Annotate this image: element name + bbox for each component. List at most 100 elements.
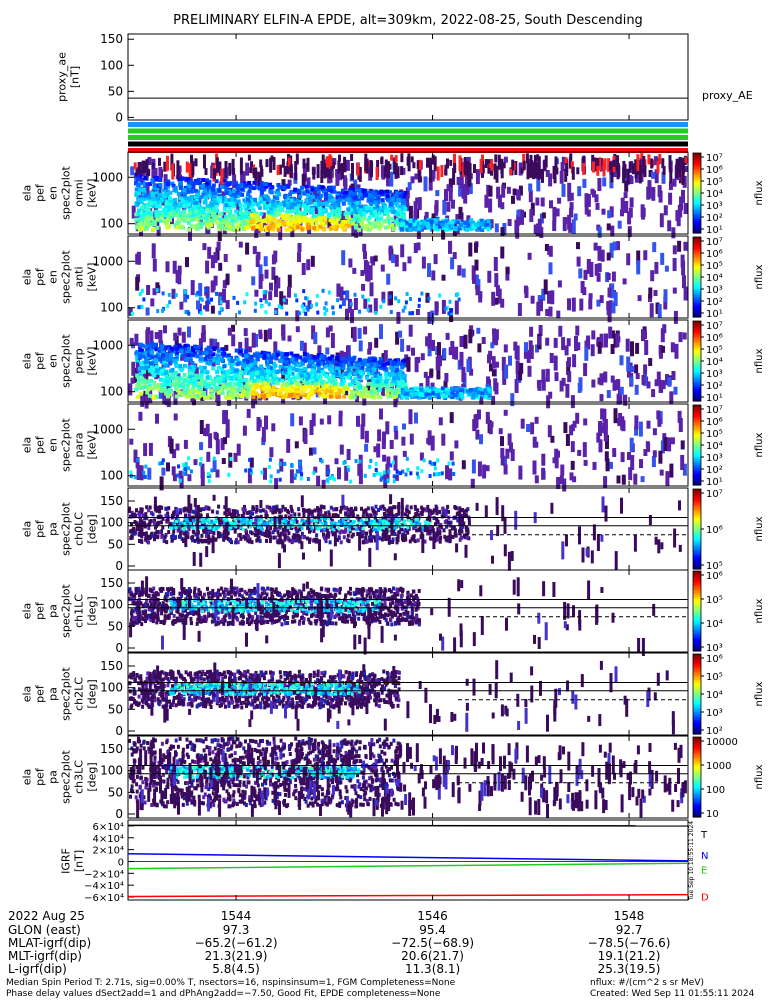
igrf-panel: 6×10⁴4×10⁴2×10⁴0−2×10⁴−4×10⁴−6×10⁴TNEDIG… bbox=[60, 820, 710, 904]
flag-bar-2 bbox=[128, 135, 688, 140]
proxy-ae-ylabel: proxy_ae[nT] bbox=[56, 52, 82, 102]
ylabel-line: pa bbox=[47, 604, 60, 618]
colorbar-label: nflux bbox=[754, 432, 765, 457]
energy-spectrogram-0-pixels bbox=[130, 153, 688, 241]
colorbar-tick-label: 10⁶ bbox=[706, 525, 723, 536]
pitch-tick-label: 100 bbox=[100, 681, 123, 695]
plot-title: PRELIMINARY ELFIN-A EPDE, alt=309km, 202… bbox=[173, 13, 643, 28]
igrf-line-E bbox=[128, 863, 688, 868]
igrf-tick-label: −6×10⁴ bbox=[84, 893, 124, 904]
time-tick-label: 1544 bbox=[221, 909, 252, 923]
igrf-tick-label: 6×10⁴ bbox=[93, 822, 124, 833]
colorbar-tick-label: 10⁷ bbox=[706, 405, 723, 416]
colorbar-tick-label: 10² bbox=[706, 381, 723, 392]
colorbar-tick-label: 10⁶ bbox=[706, 417, 723, 428]
pitch-tick-label: 50 bbox=[108, 537, 123, 551]
colorbar-label: nflux bbox=[754, 598, 765, 623]
colorbars: 10⁷10⁶10⁵10⁴10³10²10¹nflux10⁷10⁶10⁵10⁴10… bbox=[693, 153, 765, 820]
ylabel-line: omni bbox=[73, 179, 86, 206]
footer-nflux-units: nflux: #/(cm^2 s sr MeV) bbox=[590, 978, 704, 988]
colorbar-tick-label: 10⁶ bbox=[706, 165, 723, 176]
pitch-panel-ylabel-0: elapefpaspec2plotch0LC[deg] bbox=[21, 502, 99, 556]
pitch-panel-ylabel-2-text: elapefpaspec2plotch2LC[deg] bbox=[21, 667, 99, 721]
ylabel-line: ela bbox=[21, 437, 34, 454]
pitch-spectrogram-3-pixels bbox=[128, 737, 688, 819]
pitch-tick-label: 0 bbox=[115, 641, 123, 655]
pitch-panel-ylabel-1: elapefpaspec2plotch1LC[deg] bbox=[21, 584, 99, 638]
ylabel-line: pef bbox=[34, 435, 47, 454]
ylabel-line: ch3LC bbox=[73, 760, 86, 794]
ylabel-line: ela bbox=[21, 353, 34, 370]
ylabel-line: en bbox=[47, 186, 60, 200]
colorbar-tick-label: 10⁷ bbox=[706, 489, 723, 500]
colorbar-tick-label: 10000 bbox=[706, 737, 738, 748]
pitch-panel-ylabel-0-text: elapefpaspec2plotch0LC[deg] bbox=[21, 502, 99, 556]
ylabel-line: [deg] bbox=[86, 679, 99, 708]
colorbar-tick-label: 10¹ bbox=[706, 309, 723, 320]
ylabel-line: [keV] bbox=[86, 179, 99, 208]
orbit-row-label: GLON (east) bbox=[8, 923, 81, 937]
orbit-row-label: MLAT-igrf(dip) bbox=[8, 936, 91, 950]
energy-tick-label: 100 bbox=[100, 301, 123, 315]
flag-bars bbox=[128, 122, 688, 153]
date-label: 2022 Aug 25 bbox=[8, 909, 85, 923]
colorbar-tick-label: 10¹ bbox=[706, 393, 723, 404]
ylabel-line: [keV] bbox=[86, 263, 99, 292]
ylabel-line: spec2plot bbox=[60, 250, 73, 304]
orbit-row-value: −65.2(−61.2) bbox=[195, 936, 278, 950]
colorbar-tick-label: 10¹ bbox=[706, 225, 723, 236]
igrf-tick-label: 4×10⁴ bbox=[93, 834, 124, 845]
pitch-tick-label: 150 bbox=[100, 659, 123, 673]
ylabel-line: anti bbox=[73, 266, 86, 287]
igrf-ylabel: IGRF[nT] bbox=[60, 848, 86, 874]
proxy-tick-label: 0 bbox=[115, 110, 123, 124]
ylabel-line: spec2plot bbox=[60, 667, 73, 721]
pitch-tick-label: 100 bbox=[100, 598, 123, 612]
pitch-tick-label: 150 bbox=[100, 494, 123, 508]
energy-panel-ylabel-0: elapefenspec2plotomni[keV] bbox=[21, 166, 99, 220]
colorbar-tick-label: 10⁷ bbox=[706, 321, 723, 332]
igrf-letter-E: E bbox=[701, 865, 707, 876]
ylabel-line: spec2plot bbox=[60, 334, 73, 388]
orbit-row-label: L-igrf(dip) bbox=[8, 962, 67, 976]
colorbar-tick-label: 10⁶ bbox=[706, 249, 723, 260]
colorbar-tick-label: 10³ bbox=[706, 708, 723, 719]
colorbar-tick-label: 10⁴ bbox=[706, 189, 723, 200]
pitch-panel-ylabel-1-text: elapefpaspec2plotch1LC[deg] bbox=[21, 584, 99, 638]
igrf-line-N bbox=[128, 854, 688, 861]
colorbar-tick-label: 10² bbox=[706, 465, 723, 476]
proxy-ae-legend: proxy_AE bbox=[702, 89, 753, 102]
igrf-letter-T: T bbox=[700, 830, 708, 841]
colorbar-tick-label: 10⁴ bbox=[706, 273, 723, 284]
ylabel-line: pef bbox=[34, 767, 47, 786]
colorbar-label: nflux bbox=[754, 348, 765, 373]
orbit-row-value: 5.8(4.5) bbox=[212, 962, 260, 976]
ylabel-line: ch2LC bbox=[73, 677, 86, 711]
ylabel-line: pa bbox=[47, 770, 60, 784]
ylabel-line: spec2plot bbox=[60, 750, 73, 804]
pitch-tick-label: 100 bbox=[100, 516, 123, 530]
flag-bar-0 bbox=[128, 122, 688, 127]
pitch-tick-label: 100 bbox=[100, 764, 123, 778]
colorbar-tick-label: 10⁷ bbox=[706, 153, 723, 164]
orbit-row-label: MLT-igrf(dip) bbox=[8, 949, 82, 963]
proxy-tick-label: 150 bbox=[100, 32, 123, 46]
ylabel-line: IGRF bbox=[60, 848, 73, 874]
colorbar-tick-label: 100 bbox=[706, 785, 725, 796]
pitch-tick-label: 0 bbox=[115, 807, 123, 821]
colorbar-tick-label: 10³ bbox=[706, 453, 723, 464]
energy-panel-ylabel-3-text: elapefenspec2plotpara[keV] bbox=[21, 418, 99, 472]
colorbar-tick-label: 10⁷ bbox=[706, 237, 723, 248]
energy-panel-ylabel-3: elapefenspec2plotpara[keV] bbox=[21, 418, 99, 472]
igrf-letter-N: N bbox=[701, 851, 708, 862]
igrf-line-D bbox=[128, 895, 688, 897]
colorbar-tick-label: 10⁶ bbox=[706, 654, 723, 665]
